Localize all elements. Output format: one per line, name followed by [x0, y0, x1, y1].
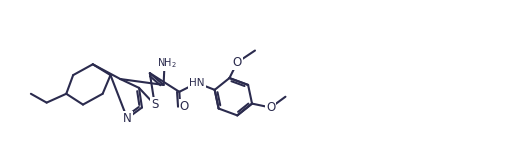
Text: N: N — [123, 112, 132, 125]
Text: HN: HN — [189, 78, 205, 88]
Text: S: S — [151, 98, 158, 111]
Text: NH$_2$: NH$_2$ — [156, 56, 176, 70]
Text: O: O — [266, 101, 275, 114]
Text: O: O — [180, 100, 189, 113]
Text: O: O — [233, 56, 242, 69]
